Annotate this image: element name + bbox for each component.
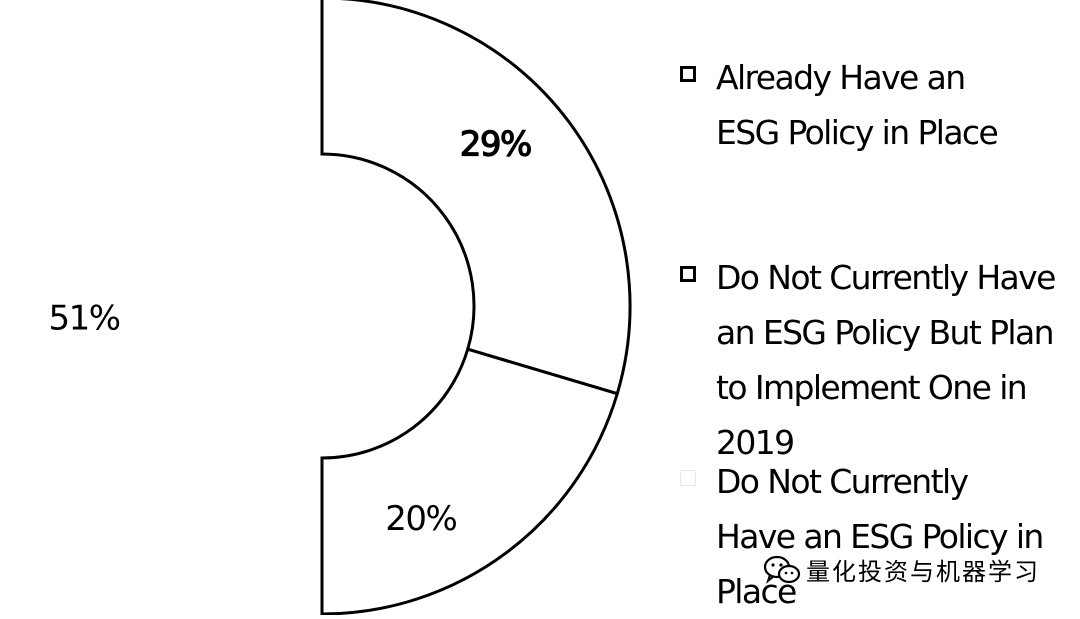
chart-slices — [320, 0, 632, 615]
legend-item-do-not-have: Do Not Currently Have an ESG Policy in P… — [680, 454, 1080, 619]
chart-slice-labels: 29% 20% 51% — [48, 124, 533, 539]
wechat-icon — [763, 555, 801, 584]
pie-slice-2 — [320, 347, 620, 615]
legend-label: Already Have an ESG Policy in Place — [716, 58, 999, 152]
legend-marker-square-icon — [680, 66, 696, 82]
legend-item-plan-to-implement: Do Not Currently Have an ESG Policy But … — [680, 250, 1080, 470]
pie-slice-1 — [320, 0, 632, 396]
legend-item-already-have: Already Have an ESG Policy in Place — [680, 50, 1080, 160]
legend-marker-square-icon — [680, 266, 696, 282]
legend-label: Do Not Currently Have an ESG Policy But … — [716, 258, 1056, 462]
watermark: 量化投资与机器学习 — [762, 552, 1040, 587]
slice-label-1: 29% — [460, 124, 531, 164]
slice-label-2: 20% — [385, 499, 456, 539]
legend-label: Do Not Currently Have an ESG Policy in P… — [716, 462, 1044, 611]
legend-marker-square-icon — [680, 470, 696, 486]
slice-label-3: 51% — [48, 299, 119, 339]
watermark-text: 量化投资与机器学习 — [806, 558, 1040, 586]
